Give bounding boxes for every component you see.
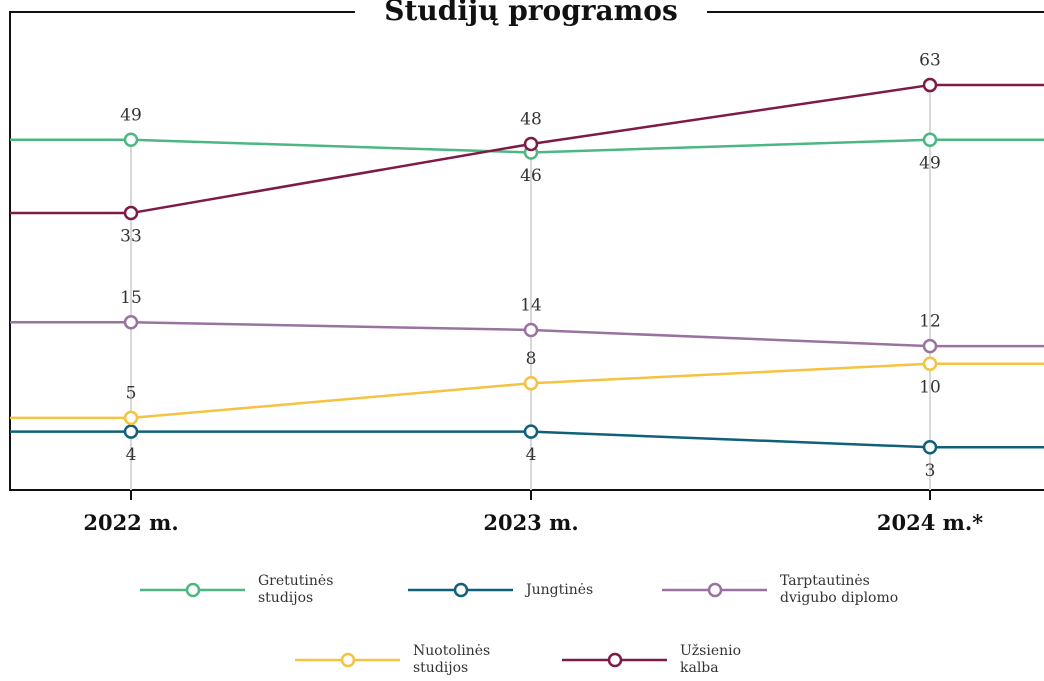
data-label: 14 [520,295,542,315]
data-label: 63 [919,51,941,71]
legend-swatch [662,582,767,598]
point [523,136,539,152]
chart: Studijų programos 2022 m. 2023 m. 2024 m.*… [9,0,1044,535]
data-label: 48 [520,109,542,129]
point [922,132,938,148]
data-label: 5 [126,383,137,403]
legend-item: Užsienio kalba [562,640,760,680]
legend-marker [707,582,723,598]
legend-item: Nuotolinės studijos [295,640,508,680]
point [523,322,539,338]
point [123,315,139,330]
data-label: 49 [120,105,142,125]
data-label: 15 [120,288,142,308]
point [922,356,938,372]
data-label: 12 [919,312,941,332]
legend-label: Užsienio kalba [680,643,742,676]
legend-marker [185,582,201,598]
legend-item: Jungtinės [408,570,616,610]
legend-item: Gretutinės studijos [140,570,353,610]
data-label: 33 [120,227,142,247]
legend-swatch [295,652,400,668]
point [123,424,139,439]
data-label: 3 [925,461,936,481]
legend-label: Tarptautinės dvigubo diplomo [780,573,899,606]
point [922,77,938,93]
legend-label: Jungtinės [526,581,594,598]
point [523,424,539,439]
legend-marker [607,652,623,668]
point [123,410,139,426]
legend-swatch [562,652,667,668]
point [123,205,139,221]
data-label: 8 [526,349,537,369]
point [523,376,539,391]
x-tick-label: 2022 m. [83,510,178,535]
data-label: 4 [126,445,137,465]
legend-label: Gretutinės studijos [258,573,334,606]
legend-item: Tarptautinės dvigubo diplomo [662,570,930,610]
data-label: 4 [526,445,537,465]
data-label: 46 [520,166,542,186]
data-label: 10 [919,377,941,397]
legend-marker [453,582,469,598]
legend-swatch [140,582,245,598]
point [922,338,938,354]
x-tick-label: 2023 m. [483,510,578,535]
data-label: 49 [919,153,941,173]
title-bg [355,0,707,26]
legend-marker [340,652,356,668]
point [123,132,139,148]
legend-swatch [408,582,513,598]
x-tick-label: 2024 m.* [877,510,983,535]
point [922,440,938,455]
legend-label: Nuotolinės studijos [413,643,491,676]
frame [9,11,1044,491]
chart-title: Studijų programos [384,0,678,27]
